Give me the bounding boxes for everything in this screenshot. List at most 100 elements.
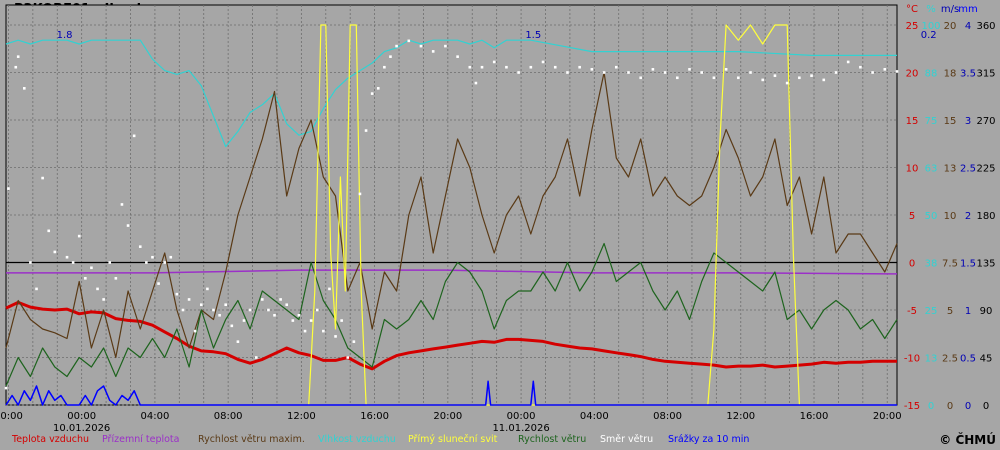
axis-tick-humidity: 13 bbox=[925, 354, 938, 365]
direction-point bbox=[23, 87, 26, 90]
direction-point bbox=[285, 303, 289, 307]
direction-point bbox=[529, 65, 533, 69]
direction-point bbox=[834, 71, 838, 74]
axis-tick-temperature: -15 bbox=[904, 401, 920, 412]
direction-point bbox=[187, 298, 191, 301]
axis-tick-direction: 315 bbox=[976, 69, 995, 80]
direction-point bbox=[407, 39, 411, 43]
axis-tick-temperature: 10 bbox=[906, 164, 919, 175]
precip-label: 0.2 bbox=[921, 30, 937, 41]
direction-point bbox=[358, 192, 362, 196]
axis-tick-humidity: 25 bbox=[925, 306, 938, 317]
direction-point bbox=[822, 78, 826, 82]
legend-item: Směr větru bbox=[600, 434, 654, 445]
direction-point bbox=[138, 245, 142, 248]
direction-point bbox=[279, 298, 282, 301]
series-1-line bbox=[5, 300, 897, 371]
direction-point bbox=[96, 287, 99, 291]
direction-point bbox=[389, 55, 392, 58]
direction-point bbox=[798, 76, 801, 80]
direction-point bbox=[29, 261, 32, 264]
axis-tick-direction: 270 bbox=[976, 116, 995, 127]
x-tick-label: 08:00 bbox=[653, 411, 682, 422]
direction-point bbox=[456, 55, 459, 58]
direction-point bbox=[639, 76, 642, 80]
direction-point bbox=[737, 76, 740, 80]
direction-point bbox=[688, 68, 691, 71]
direction-point bbox=[267, 308, 270, 312]
direction-point bbox=[77, 234, 81, 238]
direction-point bbox=[261, 298, 264, 301]
direction-point bbox=[53, 250, 57, 254]
plot-area bbox=[5, 4, 898, 406]
direction-point bbox=[71, 261, 75, 264]
direction-point bbox=[651, 68, 655, 71]
direction-point bbox=[291, 319, 295, 322]
axis-tick-wind_max: 10 bbox=[944, 211, 957, 222]
direction-point bbox=[126, 224, 130, 227]
direction-point bbox=[157, 282, 160, 285]
direction-point bbox=[676, 76, 679, 80]
axis-tick-humidity: 63 bbox=[925, 164, 938, 175]
direction-point bbox=[193, 329, 197, 333]
direction-point bbox=[224, 303, 227, 307]
direction-point bbox=[236, 340, 240, 343]
axis-tick-direction: 225 bbox=[976, 164, 995, 175]
axis-tick-wind_max: 5 bbox=[947, 306, 953, 317]
legend-item: Přízemní teplota bbox=[102, 434, 180, 445]
direction-point bbox=[242, 319, 246, 322]
x-tick-label: 08:00 bbox=[214, 411, 243, 422]
x-tick-label: 20:00 bbox=[873, 411, 902, 422]
direction-point bbox=[749, 71, 752, 74]
axis-tick-temperature: -10 bbox=[904, 354, 920, 365]
axis-tick-humidity: 0 bbox=[928, 401, 934, 412]
axis-tick-temperature: -5 bbox=[907, 306, 917, 317]
direction-point bbox=[41, 176, 44, 180]
direction-point bbox=[334, 335, 337, 338]
copyright: © ČHMÚ bbox=[939, 433, 996, 447]
direction-point bbox=[328, 287, 331, 291]
x-tick-label: 16:00 bbox=[800, 411, 829, 422]
axis-tick-wind_max: 7.5 bbox=[942, 259, 958, 270]
direction-point bbox=[14, 65, 18, 69]
x-tick-label: 04:00 bbox=[580, 411, 609, 422]
axis-tick-temperature: 0 bbox=[909, 259, 915, 270]
axis-tick-temperature: 20 bbox=[906, 69, 919, 80]
axis-tick-wind: 3.5 bbox=[960, 69, 976, 80]
direction-point bbox=[395, 44, 398, 48]
direction-point bbox=[895, 70, 899, 73]
axis-unit-label: m/s bbox=[941, 4, 959, 15]
axis-tick-humidity: 50 bbox=[925, 211, 938, 222]
x-tick-label: 12:00 bbox=[726, 411, 755, 422]
axis-tick-wind_max: 18 bbox=[944, 69, 957, 80]
direction-point bbox=[84, 277, 87, 280]
legend-item: Vlhkost vzduchu bbox=[318, 434, 396, 445]
direction-point bbox=[7, 187, 10, 190]
direction-point bbox=[724, 68, 728, 71]
direction-point bbox=[700, 71, 704, 74]
axis-tick-temperature: 25 bbox=[906, 21, 919, 32]
axis-tick-direction: 180 bbox=[976, 211, 995, 222]
axis-tick-humidity: 88 bbox=[925, 69, 938, 80]
direction-point bbox=[810, 74, 813, 77]
direction-point bbox=[346, 356, 350, 359]
x-tick-label: 16:00 bbox=[360, 411, 389, 422]
x-tick-label: 04:00 bbox=[140, 411, 169, 422]
direction-point bbox=[273, 313, 276, 317]
axis-tick-temperature: 15 bbox=[906, 116, 919, 127]
direction-point bbox=[132, 134, 136, 138]
x-date-label: 11.01.2026 bbox=[492, 423, 549, 434]
direction-point bbox=[480, 65, 484, 69]
direction-point bbox=[541, 60, 545, 64]
direction-point bbox=[871, 71, 874, 74]
direction-point bbox=[505, 65, 508, 69]
axis-unit-label: % bbox=[926, 4, 936, 15]
direction-point bbox=[230, 324, 234, 328]
direction-point bbox=[376, 87, 380, 90]
direction-point bbox=[553, 65, 557, 69]
direction-point bbox=[602, 71, 606, 74]
direction-point bbox=[303, 329, 307, 333]
direction-point bbox=[175, 292, 179, 296]
direction-point bbox=[883, 68, 887, 71]
direction-point bbox=[578, 65, 581, 69]
